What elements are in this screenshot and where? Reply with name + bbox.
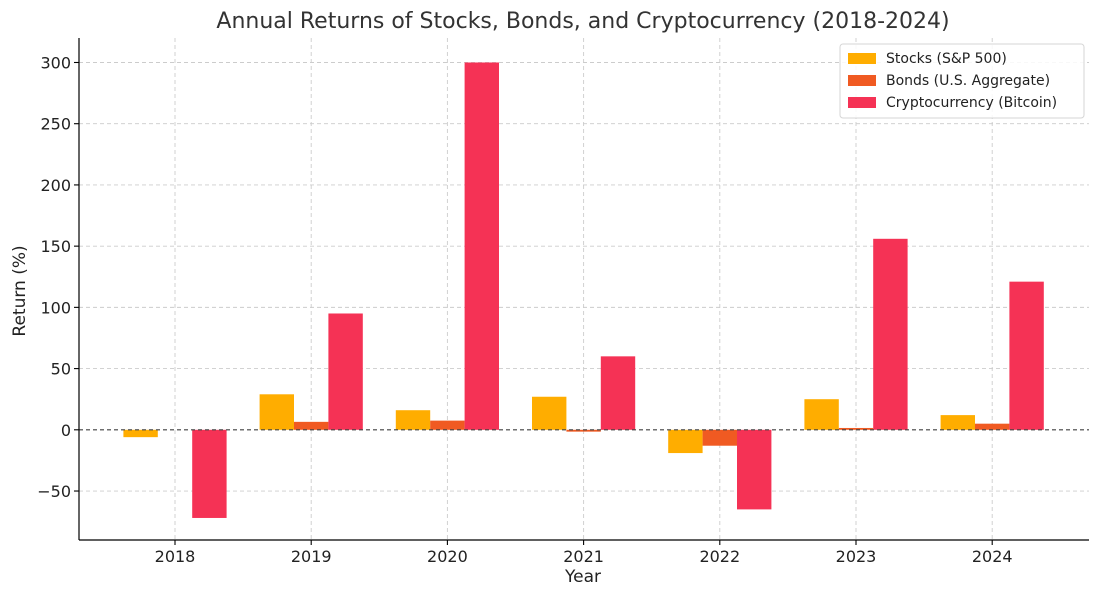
y-tick-label: 100	[40, 298, 71, 317]
x-tick-label: 2020	[427, 547, 468, 566]
x-tick-label: 2023	[836, 547, 877, 566]
bar-stocks-2024	[940, 415, 975, 430]
legend-swatch	[848, 53, 876, 64]
bar-stocks-2020	[395, 410, 431, 430]
bar-stocks-2019	[259, 394, 294, 430]
legend-label: Stocks (S&P 500)	[886, 51, 1007, 67]
legend-swatch	[848, 75, 876, 86]
bar-bonds-2023	[838, 427, 874, 430]
bar-stocks-2018	[123, 429, 158, 438]
bar-stocks-2022	[668, 429, 703, 454]
bar-cryptocurrency-2020	[464, 62, 499, 430]
legend-box	[839, 43, 1085, 119]
y-axis-label: Return (%)	[10, 245, 30, 336]
y-tick-label: 200	[40, 176, 71, 195]
bar-bonds-2024	[975, 423, 1010, 430]
y-tick-label: −50	[37, 482, 71, 501]
ticks: −50 0 50 100 150 200 250 300 2018 2019 2020 2021 202…	[37, 53, 1012, 566]
bar-stocks-2021	[532, 396, 567, 430]
bar-cryptocurrency-2024	[1009, 281, 1044, 430]
x-tick-label: 2018	[155, 547, 196, 566]
x-tick-label: 2019	[291, 547, 332, 566]
x-tick-label: 2022	[699, 547, 740, 566]
bars	[123, 62, 1044, 518]
y-tick-label: 150	[40, 237, 71, 256]
x-tick-label: 2024	[972, 547, 1013, 566]
bar-cryptocurrency-2019	[328, 313, 363, 430]
bar-cryptocurrency-2022	[737, 429, 772, 510]
legend-label: Bonds (U.S. Aggregate)	[886, 73, 1050, 89]
legend: Stocks (S&P 500) Bonds (U.S. Aggregate) Cr…	[839, 43, 1085, 119]
y-tick-label: 0	[61, 421, 71, 440]
legend-swatch	[848, 97, 876, 108]
bar-bonds-2019	[294, 421, 329, 430]
chart-title: Annual Returns of Stocks, Bonds, and Cry…	[216, 9, 949, 34]
y-tick-label: 50	[51, 360, 71, 379]
y-tick-label: 250	[40, 115, 71, 134]
x-axis-label: Year	[564, 567, 601, 587]
y-tick-label: 300	[40, 53, 71, 72]
bar-cryptocurrency-2018	[192, 429, 227, 518]
legend-label: Cryptocurrency (Bitcoin)	[886, 95, 1057, 111]
bar-bonds-2020	[430, 420, 465, 430]
bar-bonds-2021	[566, 429, 601, 432]
x-tick-label: 2021	[563, 547, 604, 566]
bar-bonds-2022	[702, 429, 737, 446]
bar-stocks-2023	[804, 399, 839, 430]
bar-cryptocurrency-2023	[873, 238, 908, 430]
bar-cryptocurrency-2021	[600, 356, 636, 430]
